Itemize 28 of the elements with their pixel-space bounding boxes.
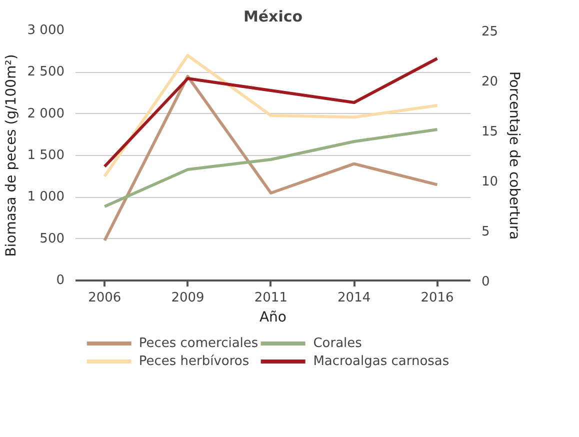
x-tick-label: 2009 xyxy=(171,290,204,306)
y-tick-label: 500 xyxy=(40,231,65,246)
chart-title: México xyxy=(243,8,303,26)
legend-label: Corales xyxy=(313,335,362,351)
legend-label: Peces comerciales xyxy=(138,335,258,351)
y2-tick-label: 0 xyxy=(482,274,490,290)
x-tick-label: 2006 xyxy=(88,290,122,306)
x-tick-label: 2014 xyxy=(338,290,371,306)
x-axis-title: Año xyxy=(259,310,287,326)
y-tick-label: 0 xyxy=(56,273,65,288)
y-tick-label: 3 000 xyxy=(27,23,64,38)
y-tick-label: 2 000 xyxy=(27,106,64,122)
legend-label: Macroalgas carnosas xyxy=(313,353,450,369)
x-tick-label: 2011 xyxy=(254,290,288,306)
y2-tick-label: 15 xyxy=(482,124,498,140)
x-tick-label: 2016 xyxy=(420,290,454,306)
legend-label: Peces herbívoros xyxy=(138,353,250,369)
y2-tick-label: 25 xyxy=(482,24,498,40)
y-axis-title: Biomasa de peces (g/100m²) xyxy=(3,54,20,257)
y-tick-label: 2 500 xyxy=(27,64,64,80)
y-tick-label: 1 000 xyxy=(27,190,64,205)
y2-tick-label: 20 xyxy=(482,74,498,90)
y2-tick-label: 10 xyxy=(482,174,498,190)
y-tick-label: 1 500 xyxy=(27,148,64,163)
y2-axis-title: Porcentaje de cobertura xyxy=(506,71,522,240)
line-series xyxy=(103,128,439,208)
y2-tick-label: 5 xyxy=(482,224,490,240)
line-series xyxy=(103,74,439,242)
